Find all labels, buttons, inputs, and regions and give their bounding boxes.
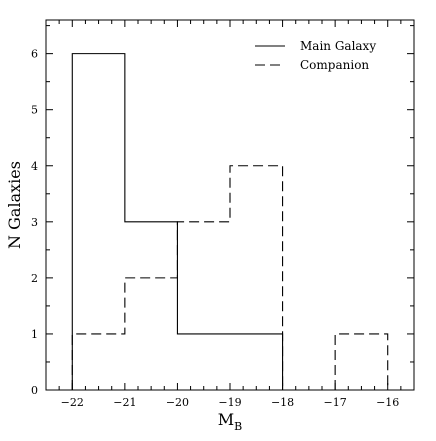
- y-tick-label: 1: [31, 328, 38, 341]
- bar-main-galaxy: [125, 222, 178, 390]
- series-companion-step: [71, 165, 389, 390]
- x-tick-label: −20: [166, 396, 189, 409]
- y-tick-label: 0: [31, 384, 38, 397]
- y-tick-label: 4: [31, 160, 38, 173]
- x-tick-label: −18: [271, 396, 294, 409]
- y-axis-title: N Galaxies: [5, 161, 24, 249]
- legend-label-main-galaxy: Main Galaxy: [300, 39, 376, 53]
- series-layer: [71, 53, 389, 390]
- y-tick-label: 3: [31, 216, 38, 229]
- bar-main-galaxy: [72, 54, 125, 390]
- x-tick-label: −16: [376, 396, 399, 409]
- y-tick-label: 6: [31, 48, 38, 61]
- x-axis-title: MB: [218, 410, 242, 433]
- y-tick-label: 2: [31, 272, 38, 285]
- x-tick-label: −21: [113, 396, 136, 409]
- x-tick-label: −22: [61, 396, 84, 409]
- x-tick-label: −17: [324, 396, 347, 409]
- legend-label-companion: Companion: [300, 58, 369, 72]
- bar-companion: [177, 222, 230, 390]
- x-axis-title-main: M: [218, 410, 234, 429]
- bar-companion: [335, 334, 388, 390]
- plot-frame: [45, 19, 415, 391]
- y-tick-label: 5: [31, 104, 38, 117]
- legend: Main Galaxy Companion: [255, 39, 376, 72]
- bar-main-galaxy: [177, 334, 230, 390]
- x-axis-title-subscript: B: [234, 420, 242, 433]
- bar-main-galaxy: [230, 334, 283, 390]
- axis-ticks: [45, 20, 415, 391]
- bar-companion: [72, 334, 125, 390]
- bar-companion: [230, 166, 283, 390]
- bar-companion: [125, 278, 178, 390]
- x-tick-label: −19: [218, 396, 241, 409]
